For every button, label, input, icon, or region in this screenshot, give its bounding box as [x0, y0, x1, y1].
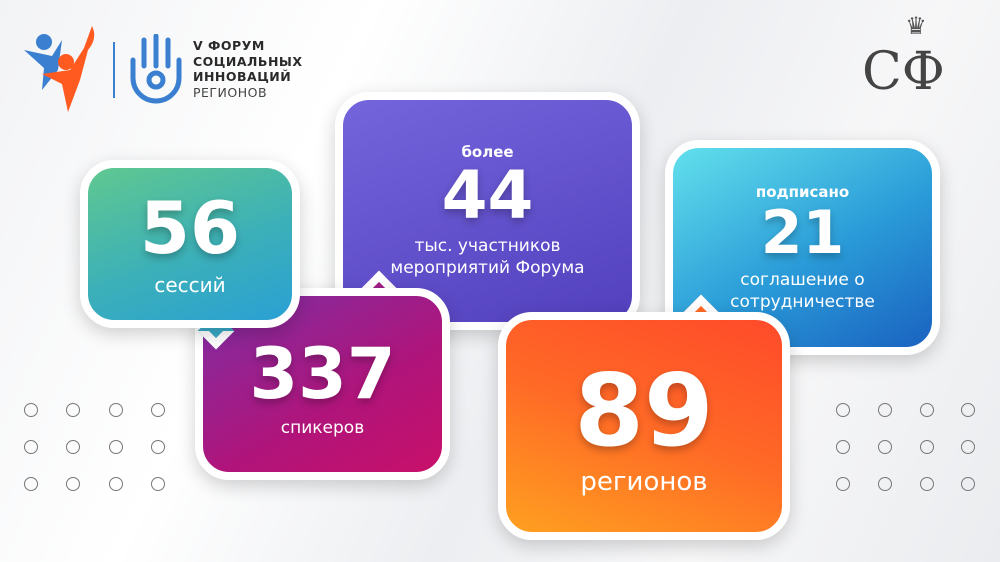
forum-emblem-icon — [24, 26, 95, 112]
stat-value: 89 — [574, 352, 714, 469]
dot — [920, 477, 934, 491]
dot — [151, 477, 165, 491]
dot — [109, 440, 123, 454]
dot — [109, 477, 123, 491]
stat-caption: спикеров — [280, 418, 365, 438]
dot — [920, 440, 934, 454]
stat-caption: тыс. участников мероприятий Форума — [390, 236, 585, 278]
dot — [878, 477, 892, 491]
logo-line: РЕГИОНОВ — [193, 84, 268, 100]
dot — [878, 403, 892, 417]
dot — [151, 440, 165, 454]
eagle-emblem-icon: ♛ — [905, 12, 927, 40]
hand-icon — [130, 34, 182, 104]
stat-sessions: 56 сессий — [80, 160, 300, 328]
stat-caption: регионов — [580, 467, 708, 497]
logo-line: ИННОВАЦИЙ — [193, 69, 292, 84]
stat-caption: соглашение о сотрудничестве — [730, 269, 875, 312]
dot — [24, 477, 38, 491]
logo-separator — [113, 42, 115, 98]
dot — [961, 477, 975, 491]
stat-prefix: более — [461, 143, 514, 161]
stat-value: 21 — [760, 197, 845, 268]
dot — [878, 440, 892, 454]
logo-line: СОЦИАЛЬНЫХ — [193, 53, 303, 69]
dot — [109, 403, 123, 417]
dot — [66, 477, 80, 491]
dot — [961, 440, 975, 454]
stat-caption: сессий — [154, 273, 226, 297]
dot — [836, 403, 850, 417]
dot — [836, 440, 850, 454]
dot — [24, 440, 38, 454]
dot — [24, 403, 38, 417]
stat-value: 337 — [249, 333, 396, 415]
sf-logo: СФ — [862, 42, 945, 102]
logo-line: V ФОРУМ — [193, 38, 265, 53]
forum-logo-text: V ФОРУМ СОЦИАЛЬНЫХ ИННОВАЦИЙ РЕГИОНОВ — [193, 38, 303, 100]
stat-value: 44 — [441, 157, 534, 234]
stat-speakers: 337 спикеров — [195, 288, 450, 480]
dot — [66, 440, 80, 454]
dot — [920, 403, 934, 417]
dot — [961, 403, 975, 417]
stat-regions: 89 регионов — [498, 312, 790, 540]
stat-value: 56 — [139, 186, 241, 270]
dot — [66, 403, 80, 417]
dot — [836, 477, 850, 491]
dot — [151, 403, 165, 417]
stat-prefix: подписано — [755, 182, 850, 201]
